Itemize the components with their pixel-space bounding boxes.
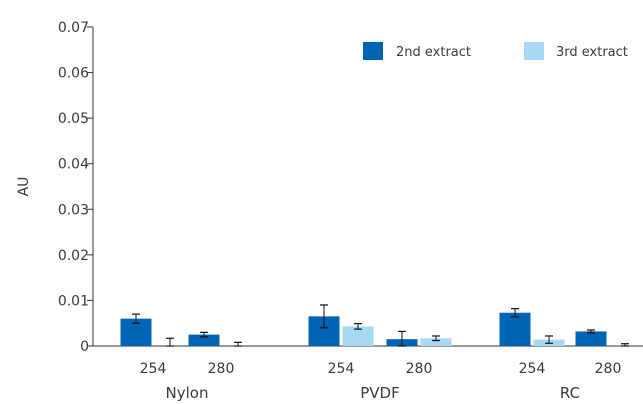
x-group-label: PVDF [360, 384, 400, 402]
x-tick-label: 280 [595, 361, 622, 377]
y-tick-label: 0.03 [58, 202, 89, 218]
x-tick-label: 254 [140, 361, 167, 377]
legend-label: 3rd extract [556, 45, 628, 60]
y-tick-label: 0.02 [58, 248, 89, 264]
axis-labels: 0 0.01 0.02 0.03 0.04 0.05 0.06 0.07 AU 254 280 254… [16, 20, 621, 402]
x-group-label: Nylon [166, 384, 209, 402]
x-tick-label: 280 [406, 361, 433, 377]
legend: 2nd extract 3rd extract [363, 42, 628, 60]
y-tick-label: 0.05 [58, 111, 89, 127]
axes [87, 26, 643, 347]
x-tick-label: 280 [208, 361, 235, 377]
bars [120, 304, 629, 347]
legend-label: 2nd extract [396, 45, 471, 60]
y-tick-label: 0.07 [58, 20, 89, 36]
bar [188, 334, 220, 346]
legend-swatch [363, 42, 383, 60]
y-tick-label: 0 [80, 339, 89, 355]
bar [420, 338, 452, 346]
bar [499, 312, 531, 346]
x-tick-label: 254 [519, 361, 546, 377]
bar [342, 326, 374, 346]
y-axis-title: AU [16, 177, 32, 197]
x-group-label: RC [560, 384, 580, 402]
y-tick-label: 0.04 [58, 157, 89, 173]
x-tick-label: 254 [328, 361, 355, 377]
legend-swatch [524, 42, 544, 60]
y-tick-label: 0.06 [58, 66, 89, 82]
bar [575, 331, 607, 346]
y-tick-label: 0.01 [58, 293, 89, 309]
